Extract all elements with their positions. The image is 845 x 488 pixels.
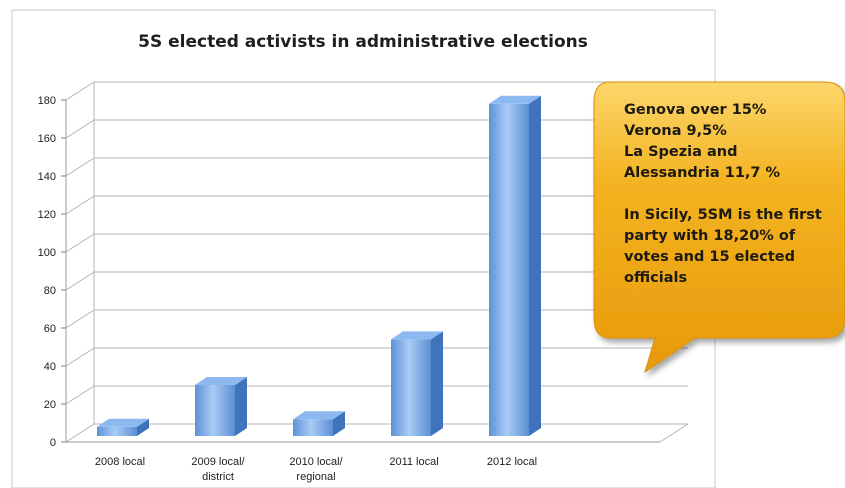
gridline	[65, 157, 688, 177]
bar	[293, 411, 345, 436]
y-tick-label: 0	[50, 437, 56, 449]
x-tick-label: 2009 local/	[191, 456, 245, 468]
gridline	[65, 309, 688, 329]
callout-spacer	[624, 184, 834, 205]
y-tick-label: 140	[38, 171, 56, 183]
x-tick-label: regional	[296, 471, 335, 483]
gridline	[65, 195, 688, 215]
y-tick-label: 100	[38, 247, 56, 259]
y-tick-label: 80	[44, 285, 56, 297]
bar	[97, 418, 149, 436]
x-tick-label: 2010 local/	[289, 456, 343, 468]
bar	[195, 377, 247, 436]
x-axis: 2008 local 2009 local/district 2010 local/…	[95, 456, 537, 483]
y-axis: 0 20 40 60 80 100 120 140 160 180	[38, 95, 660, 449]
callout-line: Verona 9,5%	[624, 123, 727, 139]
y-tick-label: 20	[44, 399, 56, 411]
gridline	[65, 119, 688, 139]
callout-line: Alessandria 11,7 %	[624, 165, 781, 181]
callout-line: In Sicily, 5SM is the first	[624, 207, 822, 223]
gridline	[65, 271, 688, 291]
y-tick-label: 60	[44, 323, 56, 335]
y-tick-label: 40	[44, 361, 56, 373]
x-tick-label: 2012 local	[487, 456, 537, 468]
annotation-callout: Genova over 15% Verona 9,5% La Spezia an…	[624, 100, 834, 289]
gridline	[65, 81, 688, 101]
y-tick-label: 180	[38, 95, 56, 107]
gridline	[65, 233, 688, 253]
callout-line: votes and 15 elected	[624, 249, 795, 265]
callout-line: La Spezia and	[624, 144, 738, 160]
bar	[489, 95, 541, 437]
x-tick-label: 2011 local	[389, 456, 438, 468]
bar	[391, 331, 443, 436]
y-tick-label: 120	[38, 209, 56, 221]
y-tick-label: 160	[38, 133, 56, 145]
x-tick-label: district	[202, 471, 234, 483]
callout-line: party with 18,20% of	[624, 228, 796, 244]
callout-line: officials	[624, 270, 688, 286]
callout-line: Genova over 15%	[624, 102, 767, 118]
chart-title: 5S elected activists in administrative e…	[138, 32, 588, 52]
bars	[97, 95, 541, 437]
x-tick-label: 2008 local	[95, 456, 145, 468]
annotation-callout-shape	[593, 81, 845, 374]
